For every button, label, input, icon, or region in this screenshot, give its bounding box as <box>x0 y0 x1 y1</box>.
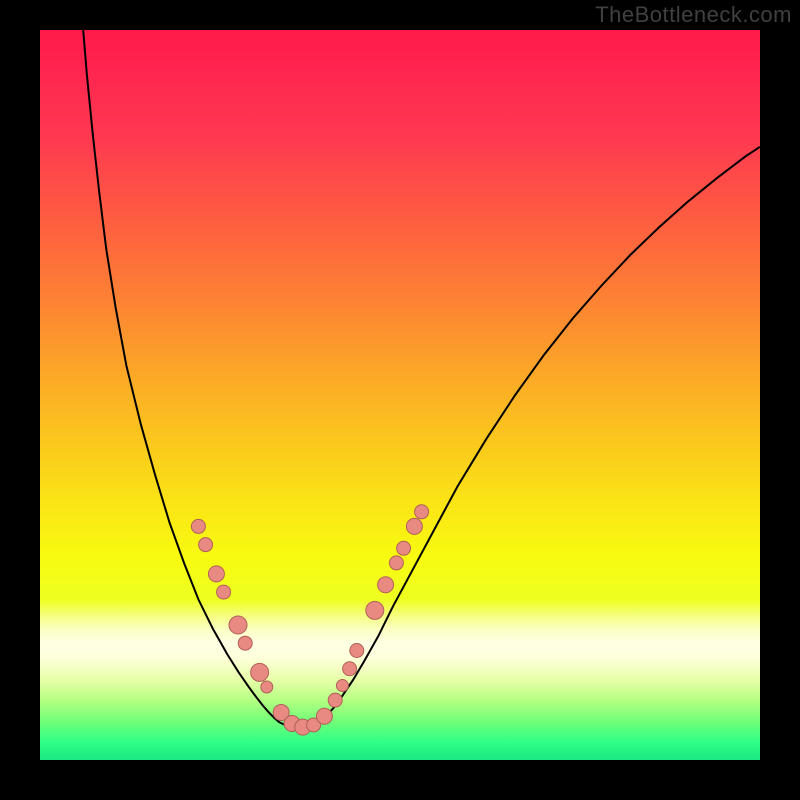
data-marker <box>199 538 213 552</box>
data-marker <box>336 680 348 692</box>
watermark-text: TheBottleneck.com <box>595 2 792 28</box>
data-marker <box>229 616 247 634</box>
data-marker <box>316 708 332 724</box>
data-marker <box>366 601 384 619</box>
data-marker <box>389 556 403 570</box>
data-marker <box>328 693 342 707</box>
data-marker <box>397 541 411 555</box>
data-marker <box>378 577 394 593</box>
data-marker <box>343 662 357 676</box>
data-marker <box>217 585 231 599</box>
data-marker <box>350 644 364 658</box>
bottleneck-chart: TheBottleneck.com <box>0 0 800 800</box>
data-marker <box>406 518 422 534</box>
data-marker <box>191 519 205 533</box>
data-marker <box>261 681 273 693</box>
chart-svg <box>0 0 800 800</box>
data-marker <box>251 663 269 681</box>
data-marker <box>238 636 252 650</box>
data-marker <box>415 505 429 519</box>
data-marker <box>208 566 224 582</box>
plot-background-gradient <box>40 30 760 760</box>
